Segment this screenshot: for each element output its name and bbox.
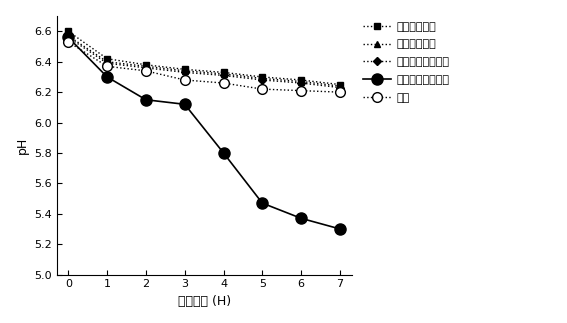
- フラクトオリゴ糖: [65, 36, 72, 39]
- 対照: [65, 40, 72, 44]
- マンニトール: [104, 60, 111, 64]
- X-axis label: 発酵時間 (H): 発酵時間 (H): [177, 295, 231, 308]
- ガラクトオリゴ糖: [104, 75, 111, 79]
- 対照: [142, 69, 149, 73]
- ソルビトール: [181, 68, 188, 71]
- マンニトール: [65, 34, 72, 38]
- ガラクトオリゴ糖: [181, 102, 188, 106]
- ソルビトール: [298, 78, 304, 82]
- フラクトオリゴ糖: [104, 61, 111, 65]
- フラクトオリゴ糖: [336, 86, 343, 89]
- ガラクトオリゴ糖: [220, 151, 227, 155]
- ソルビトール: [259, 75, 266, 79]
- フラクトオリゴ糖: [142, 66, 149, 70]
- マンニトール: [142, 64, 149, 68]
- ソルビトール: [220, 70, 227, 74]
- 対照: [259, 87, 266, 91]
- マンニトール: [259, 77, 266, 80]
- 対照: [181, 78, 188, 82]
- ガラクトオリゴ糖: [336, 227, 343, 231]
- Line: ガラクトオリゴ糖: ガラクトオリゴ糖: [63, 32, 345, 234]
- マンニトール: [336, 84, 343, 88]
- 対照: [298, 89, 304, 93]
- ソルビトール: [142, 63, 149, 67]
- ガラクトオリゴ糖: [65, 36, 72, 39]
- Line: フラクトオリゴ糖: フラクトオリゴ糖: [66, 35, 342, 90]
- マンニトール: [298, 79, 304, 83]
- マンニトール: [220, 72, 227, 76]
- ガラクトオリゴ糖: [142, 98, 149, 102]
- 対照: [220, 81, 227, 85]
- 対照: [104, 64, 111, 68]
- ソルビトール: [104, 57, 111, 61]
- Line: ソルビトール: ソルビトール: [65, 28, 344, 88]
- 対照: [336, 90, 343, 94]
- Legend: ソルビトール, マンニトール, フラクトオリゴ糖, ガラクトオリゴ糖, 対照: ソルビトール, マンニトール, フラクトオリゴ糖, ガラクトオリゴ糖, 対照: [363, 22, 449, 103]
- フラクトオリゴ糖: [220, 74, 227, 78]
- ガラクトオリゴ糖: [298, 216, 304, 220]
- Y-axis label: pH: pH: [15, 137, 28, 154]
- Line: マンニトール: マンニトール: [65, 32, 344, 89]
- ソルビトール: [336, 83, 343, 87]
- フラクトオリゴ糖: [259, 78, 266, 82]
- ガラクトオリゴ糖: [259, 201, 266, 205]
- マンニトール: [181, 69, 188, 73]
- フラクトオリゴ糖: [181, 70, 188, 74]
- フラクトオリゴ糖: [298, 81, 304, 85]
- Line: 対照: 対照: [64, 37, 345, 97]
- ソルビトール: [65, 29, 72, 33]
